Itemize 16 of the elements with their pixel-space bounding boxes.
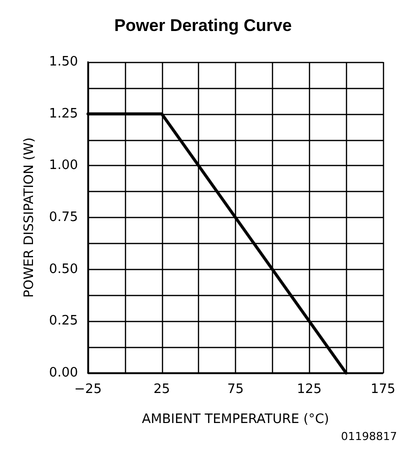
x-tick-label: 75 — [227, 382, 244, 397]
x-tick-label: −25 — [74, 382, 102, 397]
y-tick-label: 0.50 — [49, 262, 78, 277]
x-tick-label: 25 — [153, 382, 170, 397]
x-axis-title: AMBIENT TEMPERATURE (°C) — [142, 412, 330, 427]
y-tick-label: 0.75 — [49, 210, 78, 225]
y-axis-title: POWER DISSIPATION (W) — [22, 137, 37, 298]
y-tick-label: 0.25 — [49, 314, 78, 329]
y-tick-label: 1.50 — [49, 54, 78, 70]
chart-title: Power Derating Curve — [114, 16, 292, 35]
y-tick-label: 1.25 — [49, 106, 78, 122]
y-tick-label: 1.00 — [49, 158, 78, 174]
text: 01198817 — [341, 430, 398, 443]
x-tick-label: 125 — [296, 382, 322, 397]
y-tick-label: 0.00 — [49, 366, 78, 380]
x-tick-label: 175 — [370, 382, 396, 397]
